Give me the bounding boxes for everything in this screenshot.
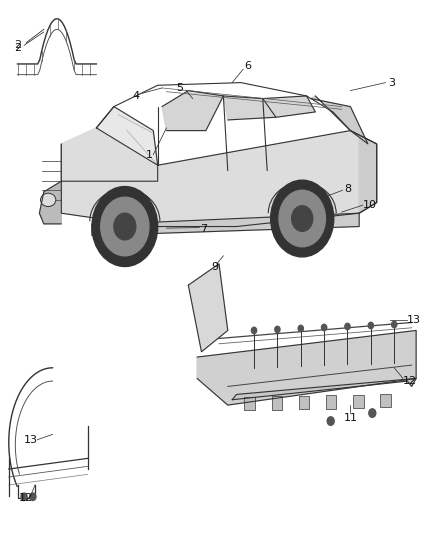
Text: 2: 2: [14, 43, 21, 53]
Circle shape: [368, 322, 374, 329]
Text: 13: 13: [24, 435, 38, 445]
Circle shape: [327, 417, 334, 425]
Circle shape: [279, 190, 325, 247]
Polygon shape: [311, 96, 368, 144]
Polygon shape: [232, 378, 416, 400]
Text: 11: 11: [343, 414, 357, 423]
Bar: [326, 395, 336, 409]
Circle shape: [30, 493, 36, 500]
Bar: [272, 397, 282, 410]
Text: 12: 12: [19, 494, 33, 503]
Bar: [353, 395, 364, 408]
Ellipse shape: [40, 193, 56, 207]
Polygon shape: [61, 128, 158, 181]
Text: 5: 5: [176, 83, 183, 93]
Polygon shape: [39, 144, 61, 224]
Text: 3: 3: [389, 78, 396, 87]
Circle shape: [292, 206, 313, 231]
Circle shape: [298, 325, 304, 332]
Circle shape: [321, 324, 327, 330]
Circle shape: [251, 327, 257, 334]
Circle shape: [21, 493, 27, 500]
Circle shape: [101, 197, 149, 256]
Text: 2: 2: [14, 41, 21, 50]
Polygon shape: [92, 213, 359, 236]
Polygon shape: [350, 131, 377, 213]
Text: 6: 6: [244, 61, 251, 70]
Text: 10: 10: [363, 200, 377, 210]
Circle shape: [275, 326, 280, 333]
Polygon shape: [96, 107, 158, 165]
Circle shape: [114, 213, 136, 240]
Text: 8: 8: [345, 184, 352, 194]
Polygon shape: [162, 91, 223, 131]
Circle shape: [92, 187, 158, 266]
Bar: [380, 394, 391, 407]
Text: 1: 1: [145, 150, 152, 159]
Polygon shape: [197, 330, 416, 405]
Polygon shape: [223, 96, 276, 120]
Bar: [299, 396, 309, 409]
Text: 9: 9: [211, 262, 218, 271]
Circle shape: [345, 324, 350, 330]
Circle shape: [271, 180, 334, 257]
Circle shape: [392, 321, 397, 328]
Polygon shape: [61, 131, 377, 227]
Text: 12: 12: [403, 376, 417, 386]
Text: 4: 4: [132, 91, 139, 101]
Circle shape: [369, 409, 376, 417]
Polygon shape: [263, 96, 315, 117]
Polygon shape: [188, 264, 228, 352]
Text: 7: 7: [200, 224, 207, 234]
Bar: [244, 397, 255, 410]
Text: 13: 13: [407, 315, 421, 325]
